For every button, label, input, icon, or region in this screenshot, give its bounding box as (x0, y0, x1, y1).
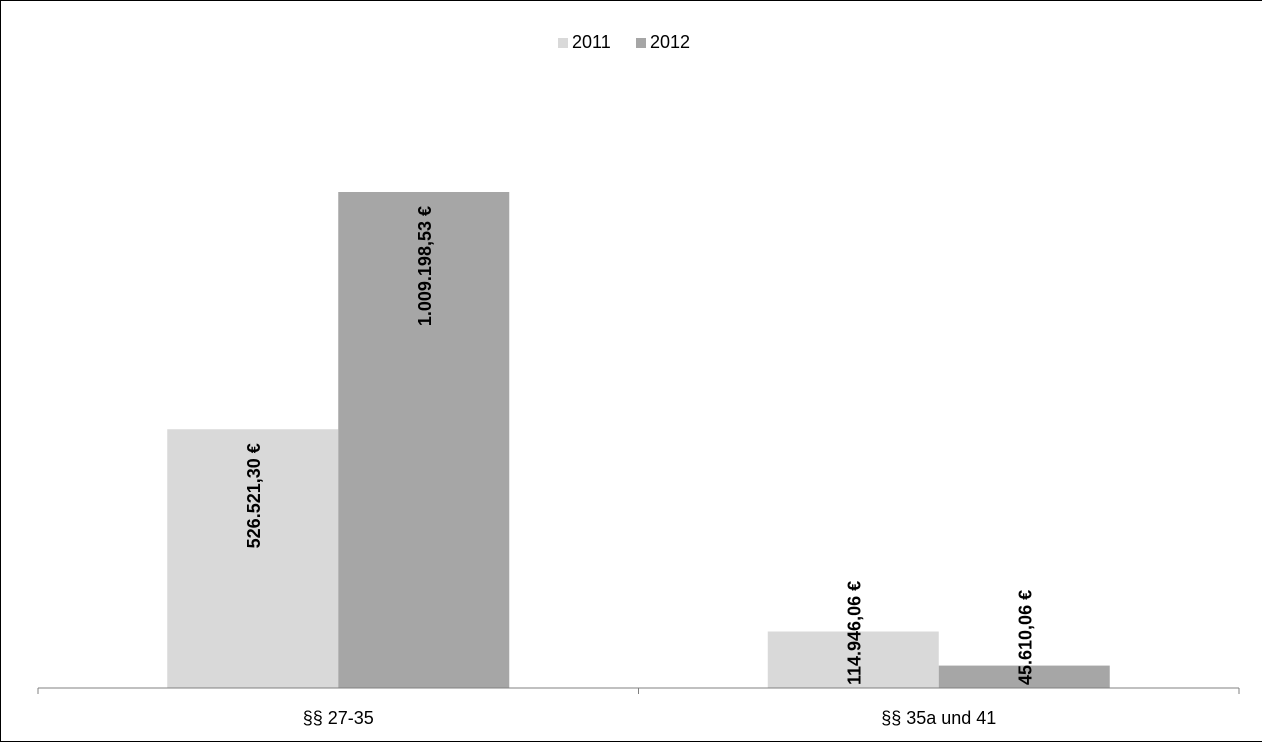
legend-label-2011: 2011 (572, 32, 611, 52)
bars (167, 192, 1110, 688)
x-axis: §§ 27-35 §§ 35a und 41 (37, 687, 1240, 728)
x-tick-label-2: §§ 35a und 41 (881, 708, 996, 728)
data-label-2011-2: 114.946,06 € (844, 581, 864, 685)
legend-swatch-2012 (636, 38, 646, 48)
x-tick-label-1: §§ 27-35 (303, 708, 374, 728)
legend-label-2012: 2012 (650, 32, 690, 52)
bar-2012-2 (938, 665, 1110, 688)
legend-swatch-2011 (558, 38, 568, 48)
data-label-2012-1: 1.009.198,53 € (415, 206, 435, 326)
bar-2011-1 (167, 429, 339, 688)
bar-2011-2 (767, 631, 939, 688)
bar-2012-1 (338, 192, 510, 688)
data-labels: 526.521,30 € 1.009.198,53 € 114.946,06 € 45… (244, 206, 1036, 685)
legend: 2011 2012 (558, 32, 690, 52)
data-label-2011-1: 526.521,30 € (244, 443, 264, 548)
data-label-2012-2: 45.610,06 € (1015, 590, 1035, 685)
